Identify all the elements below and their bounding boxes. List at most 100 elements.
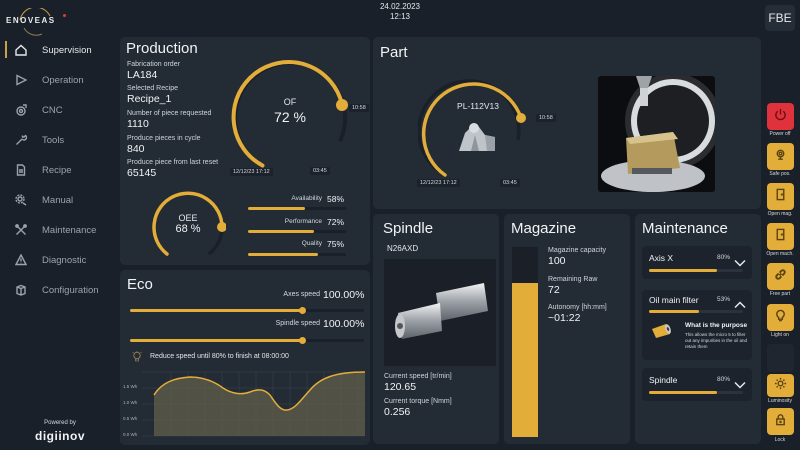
chart-y-label-0_0: 0.0 Wh bbox=[123, 432, 138, 437]
sidebar-item-diagnostic[interactable]: Diagnostic bbox=[0, 245, 115, 275]
sidebar-item-label: CNC bbox=[42, 104, 63, 116]
pieces-requested-value: 1110 bbox=[127, 118, 149, 130]
of-end-time: 03:45 bbox=[310, 167, 330, 175]
open-machine-label: Open mach. bbox=[766, 251, 794, 257]
oil-filter-detail-title: What is the purpose bbox=[685, 322, 748, 329]
open-machine-button[interactable] bbox=[767, 223, 794, 250]
part-gauge bbox=[418, 79, 526, 177]
selected-recipe-value: Recipe_1 bbox=[127, 93, 172, 105]
chevron-down-icon[interactable] bbox=[734, 376, 746, 389]
axes-speed-slider[interactable] bbox=[130, 309, 364, 312]
sun-icon bbox=[774, 377, 787, 395]
performance-bar bbox=[248, 230, 346, 233]
safe-position-button[interactable] bbox=[767, 143, 794, 170]
maintenance-item-pct: 80% bbox=[716, 376, 730, 383]
enoveas-logo: ENOVEAS bbox=[6, 8, 66, 36]
maintenance-item-spindle[interactable]: Spindle 80% bbox=[642, 368, 752, 401]
wrench-icon bbox=[14, 133, 28, 147]
part-title: Part bbox=[380, 44, 408, 61]
part-photo bbox=[598, 76, 715, 192]
sidebar-item-label: Maintenance bbox=[42, 224, 97, 236]
maintenance-item-name: Axis X bbox=[649, 253, 674, 263]
lock-label: Lock bbox=[774, 437, 786, 443]
maintenance-title: Maintenance bbox=[642, 220, 728, 237]
oee-gauge-label: OEE bbox=[178, 213, 198, 223]
sidebar-item-label: Configuration bbox=[42, 284, 99, 296]
maintenance-item-bar bbox=[649, 391, 743, 394]
lightbulb-icon bbox=[132, 351, 142, 362]
magazine-fill-gauge bbox=[512, 247, 538, 437]
sidebar-item-label: Manual bbox=[42, 194, 74, 206]
pieces-requested-label: Number of piece requested bbox=[127, 110, 212, 117]
spindle-torque-value: 0.256 bbox=[384, 406, 411, 418]
axes-speed-value: 100.00% bbox=[323, 289, 365, 301]
spindle-speed-value: 120.65 bbox=[384, 381, 417, 393]
spindle-speed-thumb[interactable] bbox=[299, 337, 306, 344]
tools-cross-icon bbox=[14, 223, 28, 237]
play-icon bbox=[14, 73, 28, 87]
user-badge[interactable]: FBE bbox=[765, 5, 795, 31]
selected-recipe-label: Selected Recipe bbox=[127, 85, 178, 92]
eco-panel: Eco Axes speed 100.00% Spindle speed 100… bbox=[120, 270, 370, 445]
power-off-button[interactable] bbox=[767, 103, 794, 130]
maintenance-item-axis-x[interactable]: Axis X 80% bbox=[642, 246, 752, 279]
spindle-speed-slider[interactable] bbox=[130, 339, 364, 342]
oil-filter-detail-text: This allows the micro 5 to filter out an… bbox=[685, 332, 748, 349]
availability-bar bbox=[248, 207, 346, 210]
empty-action-slot bbox=[767, 344, 794, 372]
sidebar-item-label: Tools bbox=[42, 134, 65, 146]
autonomy-value: ~01:22 bbox=[548, 312, 581, 324]
magazine-panel: Magazine Magazine capacity 100 Remaining… bbox=[504, 214, 630, 444]
free-part-button[interactable] bbox=[767, 263, 794, 290]
link-icon bbox=[774, 268, 787, 286]
axes-speed-thumb[interactable] bbox=[299, 307, 306, 314]
open-magazine-button[interactable] bbox=[767, 183, 794, 210]
eco-tip-text: Reduce speed until 80% to finish at 08:0… bbox=[150, 353, 289, 360]
sidebar-item-tools[interactable]: Tools bbox=[0, 125, 115, 155]
chevron-down-icon[interactable] bbox=[734, 254, 746, 267]
quality-value: 75% bbox=[327, 239, 345, 249]
magazine-title: Magazine bbox=[511, 220, 577, 237]
lock-button[interactable] bbox=[767, 408, 794, 435]
chevron-up-icon[interactable] bbox=[734, 296, 746, 309]
spindle-panel: Spindle N26AXD Current speed [tr/min] 12… bbox=[373, 214, 499, 444]
lock-icon bbox=[774, 413, 787, 431]
quality-bar bbox=[248, 253, 346, 256]
sidebar-item-cnc[interactable]: CNC bbox=[0, 95, 115, 125]
warning-icon bbox=[14, 253, 28, 267]
door-icon bbox=[774, 228, 787, 246]
spindle-torque-label: Current torque [Nmm] bbox=[384, 398, 452, 405]
remaining-raw-label: Remaining Raw bbox=[548, 276, 598, 283]
of-gauge-label: OF bbox=[283, 97, 297, 107]
sidebar-item-maintenance[interactable]: Maintenance bbox=[0, 215, 115, 245]
sidebar-item-manual[interactable]: Manual bbox=[0, 185, 115, 215]
sidebar-item-configuration[interactable]: Configuration bbox=[0, 275, 115, 305]
safe-position-icon bbox=[774, 148, 787, 166]
maintenance-item-pct: 80% bbox=[716, 254, 730, 261]
gear-hand-icon bbox=[14, 193, 28, 207]
magazine-capacity-value: 100 bbox=[548, 255, 566, 267]
digiinov-logo: digiinov bbox=[35, 429, 85, 443]
sidebar-item-supervision[interactable]: Supervision bbox=[0, 35, 115, 65]
spindle-speed-label: Current speed [tr/min] bbox=[384, 373, 452, 380]
maintenance-item-bar bbox=[649, 269, 743, 272]
part-start-time: 12/12/23 17:12 bbox=[417, 179, 460, 187]
availability-value: 58% bbox=[327, 194, 345, 204]
document-icon bbox=[14, 163, 28, 177]
sidebar-item-operation[interactable]: Operation bbox=[0, 65, 115, 95]
sidebar-item-recipe[interactable]: Recipe bbox=[0, 155, 115, 185]
spindle-photo bbox=[384, 259, 496, 366]
light-on-button[interactable] bbox=[767, 304, 794, 331]
axes-speed-label: Axes speed bbox=[283, 291, 320, 298]
maintenance-item-pct: 53% bbox=[716, 296, 730, 303]
spindle-speed-value: 100.00% bbox=[323, 318, 365, 330]
open-magazine-label: Open mag. bbox=[767, 211, 793, 217]
availability-label: Availability bbox=[291, 195, 322, 202]
safe-position-label: Safe pos. bbox=[769, 171, 791, 177]
spindle-speed-label: Spindle speed bbox=[275, 320, 320, 327]
logo-text: ENOVEAS bbox=[6, 16, 56, 25]
sidebar-item-label: Operation bbox=[42, 74, 84, 86]
maintenance-item-oil-filter[interactable]: Oil main filter 53% What is the purpose … bbox=[642, 290, 752, 360]
luminosity-button[interactable] bbox=[767, 374, 794, 397]
performance-label: Performance bbox=[284, 218, 322, 225]
